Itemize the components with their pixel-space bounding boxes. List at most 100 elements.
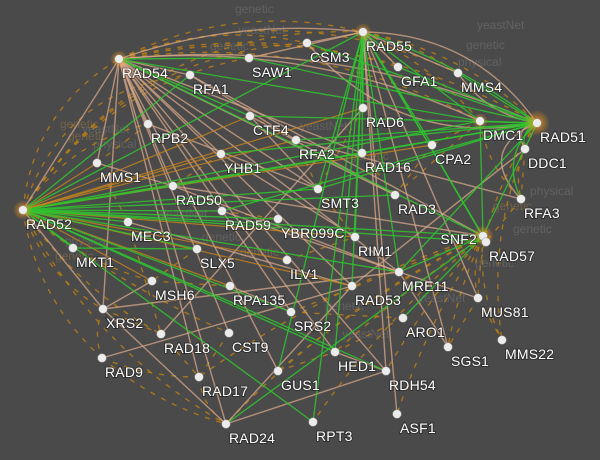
network-node[interactable]	[98, 304, 108, 314]
watermark-text: genetic	[68, 129, 107, 143]
node-label: SLX5	[200, 255, 235, 271]
network-edge-physical	[118, 58, 387, 372]
node-label: RAD53	[355, 292, 401, 308]
network-node[interactable]	[156, 329, 166, 339]
watermark-text: genetic	[466, 38, 505, 52]
network-edge-green	[317, 31, 364, 190]
node-label: SAW1	[252, 64, 292, 80]
network-node[interactable]	[313, 184, 323, 194]
network-edge-physical	[172, 185, 484, 237]
network-node[interactable]	[147, 276, 157, 286]
network-node[interactable]	[520, 144, 530, 154]
network-node[interactable]	[194, 372, 204, 382]
network-edge-physical	[225, 370, 387, 425]
watermark-text: genetic	[513, 222, 552, 236]
network-edge-physical	[118, 58, 319, 190]
network-edge-genetic	[22, 57, 250, 211]
network-node[interactable]	[123, 217, 133, 227]
network-edge-green	[362, 31, 400, 273]
network-node[interactable]	[390, 190, 400, 200]
network-edge-genetic	[481, 235, 503, 341]
network-node[interactable]	[473, 293, 483, 303]
node-label: RPB2	[151, 130, 188, 146]
network-node[interactable]	[358, 103, 368, 113]
network-node[interactable]	[516, 194, 526, 204]
network-edge-green	[249, 115, 538, 124]
network-node[interactable]	[453, 68, 463, 78]
node-label: RAD24	[229, 430, 275, 446]
network-node[interactable]	[68, 243, 78, 253]
network-node[interactable]	[291, 135, 301, 145]
network-node[interactable]	[92, 158, 102, 168]
network-edge-green	[22, 209, 484, 237]
node-label: MUS81	[481, 304, 529, 320]
network-node[interactable]	[357, 148, 367, 158]
network-node[interactable]	[475, 116, 485, 126]
network-node[interactable]	[347, 281, 357, 291]
network-node[interactable]	[273, 214, 283, 224]
network-node[interactable]	[225, 281, 235, 291]
network-edge-physical	[362, 31, 459, 74]
network-node[interactable]	[350, 232, 360, 242]
network-edge-genetic	[362, 31, 481, 122]
network-node[interactable]	[192, 244, 202, 254]
network-edge-physical	[306, 42, 538, 129]
node-label: HED1	[338, 358, 376, 374]
network-edge-orange	[22, 162, 98, 211]
watermark-text: genetic	[60, 117, 99, 131]
network-edge-green	[334, 31, 364, 353]
network-node[interactable]	[392, 409, 402, 419]
node-label: RAD59	[225, 217, 271, 233]
network-node[interactable]	[168, 181, 178, 191]
network-edge-genetic	[151, 280, 231, 287]
node-label: RAD55	[366, 38, 412, 54]
network-edge-green	[317, 122, 538, 190]
network-edge-genetic	[118, 42, 399, 68]
network-node[interactable]	[330, 347, 340, 357]
watermark-text: yeastNet	[418, 291, 466, 305]
network-node[interactable]	[497, 335, 507, 345]
network-node[interactable]	[358, 27, 368, 37]
network-node[interactable]	[216, 149, 226, 159]
network-edge-green	[118, 57, 250, 60]
network-node[interactable]	[394, 267, 404, 277]
network-edge-genetic	[22, 209, 227, 425]
network-node[interactable]	[273, 366, 283, 376]
network-edge-physical	[362, 31, 387, 372]
network-node[interactable]	[114, 54, 124, 64]
network-node[interactable]	[393, 62, 403, 72]
network-node[interactable]	[217, 206, 227, 216]
network-node[interactable]	[244, 53, 254, 63]
network-edge-green	[362, 31, 433, 146]
network-node[interactable]	[97, 353, 107, 363]
network-node[interactable]	[481, 237, 491, 247]
network-edge-genetic	[447, 297, 479, 348]
network-node[interactable]	[302, 38, 312, 48]
network-node[interactable]	[308, 417, 318, 427]
network-node[interactable]	[221, 419, 231, 429]
network-node[interactable]	[427, 140, 437, 150]
network-node[interactable]	[282, 255, 292, 265]
network-node[interactable]	[443, 342, 453, 352]
node-label: MEC3	[131, 228, 171, 244]
network-node[interactable]	[398, 313, 408, 323]
network-node[interactable]	[143, 119, 153, 129]
network-node[interactable]	[381, 366, 391, 376]
network-node[interactable]	[185, 70, 195, 80]
network-edge-green	[22, 209, 487, 243]
network-node[interactable]	[532, 118, 542, 128]
network-node[interactable]	[18, 205, 28, 215]
network-node[interactable]	[286, 307, 296, 317]
network-edge-green	[118, 58, 484, 237]
node-label: RFA3	[524, 205, 560, 221]
network-node[interactable]	[224, 328, 234, 338]
network-edge-genetic	[277, 235, 484, 372]
node-label: GUS1	[281, 377, 320, 393]
network-edge-physical	[189, 74, 297, 141]
node-label: ASF1	[400, 420, 436, 436]
network-edge-genetic	[520, 148, 526, 200]
network-edge-genetic	[277, 351, 336, 372]
network-edge-physical	[22, 209, 104, 310]
network-node[interactable]	[245, 111, 255, 121]
